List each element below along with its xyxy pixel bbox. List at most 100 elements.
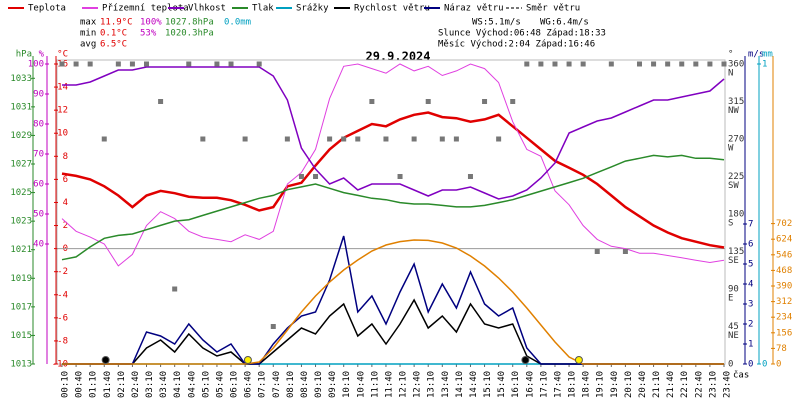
x-tick-label: 04:10 — [173, 371, 183, 398]
y-tick-label: 7 — [748, 220, 753, 230]
x-tick-label: 00:10 — [61, 371, 71, 398]
axis-label: ° — [728, 50, 733, 60]
x-tick-label: 21:40 — [666, 371, 676, 398]
direction-point — [101, 136, 107, 142]
direction-point — [129, 61, 135, 67]
y-tick-label: 180 — [728, 210, 744, 220]
y-tick-label: 1031 — [10, 102, 32, 112]
direction-point — [425, 99, 431, 104]
direction-point — [707, 61, 713, 67]
x-tick-label: 12:10 — [399, 371, 409, 398]
x-tick-label: 23:10 — [708, 371, 718, 398]
y-tick-label: 156 — [776, 328, 792, 338]
x-tick-label: 02:10 — [117, 371, 127, 398]
direction-point — [538, 61, 544, 67]
direction-point — [341, 136, 347, 142]
y-tick-label: 70 — [33, 150, 44, 160]
x-tick-label: 06:40 — [244, 371, 254, 398]
direction-point — [665, 61, 671, 67]
y-tick-label: 234 — [776, 313, 792, 323]
x-tick-label: 02:40 — [131, 371, 141, 398]
y-tick-label: 10 — [57, 129, 68, 139]
direction-point — [524, 61, 530, 67]
x-tick-label: 20:40 — [638, 371, 648, 398]
stat-value: 100% — [140, 18, 162, 28]
axis-label: m/s — [748, 50, 764, 60]
x-tick-label: 17:10 — [539, 371, 549, 398]
y-tick-label: 1 — [748, 340, 753, 350]
y-tick-label: -2 — [57, 267, 68, 277]
direction-point — [510, 99, 516, 104]
direction-point — [186, 61, 192, 67]
y-tick-label: 6 — [63, 175, 68, 185]
direction-point — [636, 61, 642, 67]
direction-point — [679, 61, 685, 67]
x-tick-label: 05:40 — [215, 371, 225, 398]
y-tick-label: 0 — [728, 360, 733, 370]
y-tick-label: 78 — [776, 344, 787, 354]
axis-label: % — [39, 50, 45, 60]
stat-value: 1020.3hPa — [165, 29, 214, 39]
y-tick-label: 60 — [33, 180, 44, 190]
x-tick-label: 14:40 — [469, 371, 479, 398]
x-tick-label: 00:40 — [75, 371, 85, 398]
x-tick-label: 07:10 — [258, 371, 268, 398]
direction-point — [270, 324, 276, 329]
y-tick-label: 1013 — [10, 360, 32, 370]
series-line — [61, 63, 725, 267]
direction-point — [228, 61, 234, 67]
y-tick-label: 14 — [57, 83, 68, 93]
x-tick-label: 13:40 — [441, 371, 451, 398]
direction-point — [411, 136, 417, 142]
direction-point — [608, 61, 614, 67]
x-tick-label: 17:40 — [553, 371, 563, 398]
x-tick-label: 15:40 — [497, 371, 507, 398]
y-tick-name: NW — [728, 106, 739, 116]
x-tick-label: 05:10 — [201, 371, 211, 398]
direction-point — [439, 136, 445, 142]
stat-value: 11.9°C — [100, 18, 133, 28]
legend-label: Vlhkost — [188, 4, 226, 14]
direction-point — [172, 286, 178, 292]
stat-label: max — [80, 18, 97, 28]
direction-point — [651, 61, 657, 67]
x-tick-label: 03:40 — [159, 371, 169, 398]
y-tick-label: -10 — [52, 360, 68, 370]
y-tick-label: 546 — [776, 250, 792, 260]
y-tick-label: 50 — [33, 210, 44, 220]
direction-point — [693, 61, 699, 67]
y-tick-name: SW — [728, 181, 739, 191]
direction-point — [87, 61, 93, 67]
y-tick-label: 1017 — [10, 302, 32, 312]
y-tick-label: 360 — [728, 60, 744, 70]
y-tick-name: SE — [728, 256, 739, 266]
direction-point — [158, 99, 164, 104]
direction-point — [313, 174, 319, 179]
astro-marker — [574, 356, 583, 364]
legend-label: Přízemní teplota — [102, 4, 189, 14]
direction-point — [73, 61, 79, 67]
y-tick-label: 1015 — [10, 331, 32, 341]
y-tick-label: 1019 — [10, 274, 32, 284]
y-tick-name: W — [728, 144, 734, 154]
y-tick-label: 5 — [748, 260, 753, 270]
series-line — [61, 154, 725, 261]
y-tick-label: 6 — [748, 240, 753, 250]
x-tick-label: 08:40 — [300, 371, 310, 398]
x-tick-label: 22:40 — [694, 371, 704, 398]
astro-marker — [243, 356, 252, 364]
astro-marker — [101, 356, 110, 364]
stat-value: 0.0mm — [224, 18, 251, 28]
stat-label: min — [80, 29, 96, 39]
direction-point — [214, 61, 220, 67]
x-tick-label: 07:40 — [272, 371, 282, 398]
series-line — [61, 111, 725, 249]
wind-gust: WG:6.4m/s — [540, 18, 589, 28]
y-tick-label: 1033 — [10, 74, 32, 84]
y-tick-label: 468 — [776, 266, 792, 276]
legend-label: Srážky — [296, 4, 329, 14]
x-tick-label: 06:10 — [230, 371, 240, 398]
x-tick-label: 23:40 — [723, 371, 733, 398]
x-tick-label: 03:10 — [145, 371, 155, 398]
